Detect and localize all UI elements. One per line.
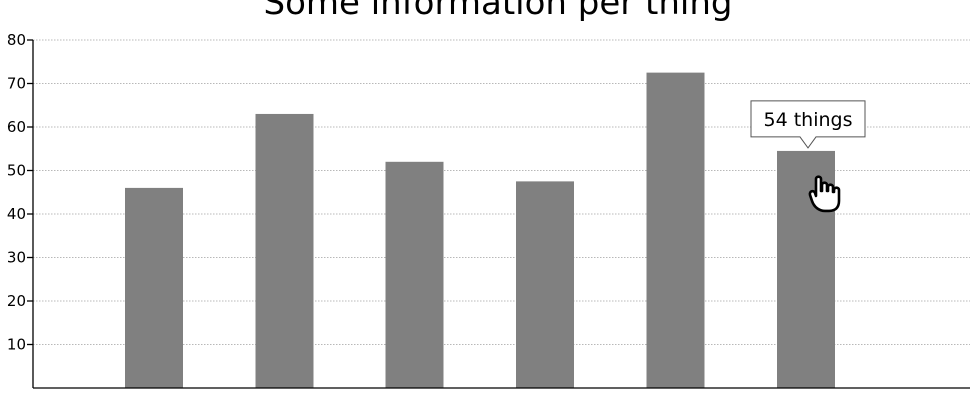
gridlines (33, 39, 970, 345)
chart-title: Some information per thing (263, 0, 732, 23)
bars (125, 72, 835, 388)
bar[interactable] (255, 113, 314, 388)
bar[interactable] (385, 161, 444, 388)
y-tick-label: 20 (7, 292, 26, 310)
tooltip-text: 54 things (764, 109, 853, 131)
hand-pointer-icon (808, 175, 841, 213)
y-tick-label: 30 (7, 249, 26, 267)
y-tick-label: 50 (7, 162, 26, 180)
y-tick-label: 80 (7, 31, 26, 49)
y-tick-label: 10 (7, 336, 26, 354)
bar[interactable] (125, 187, 183, 388)
y-tick-label: 40 (7, 205, 26, 223)
y-tick-label: 70 (7, 75, 26, 93)
tooltip: 54 things (750, 100, 866, 149)
bar[interactable] (646, 72, 705, 388)
y-axis-ticks: 10 20 30 40 50 60 70 80 (7, 31, 33, 354)
y-tick-label: 60 (7, 118, 26, 136)
tooltip-box (750, 100, 866, 149)
bar[interactable] (516, 181, 574, 388)
